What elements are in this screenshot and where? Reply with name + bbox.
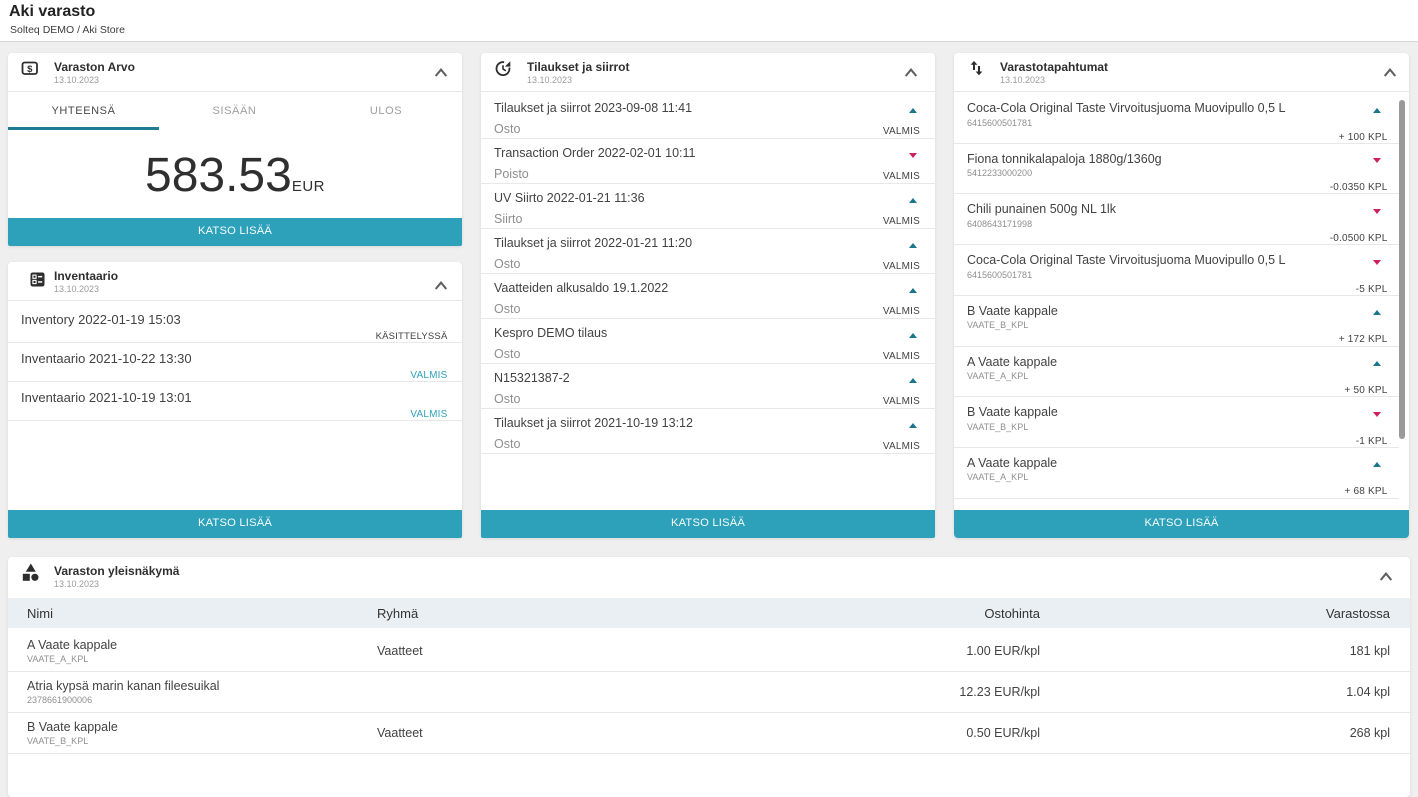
- svg-text:$: $: [27, 64, 33, 75]
